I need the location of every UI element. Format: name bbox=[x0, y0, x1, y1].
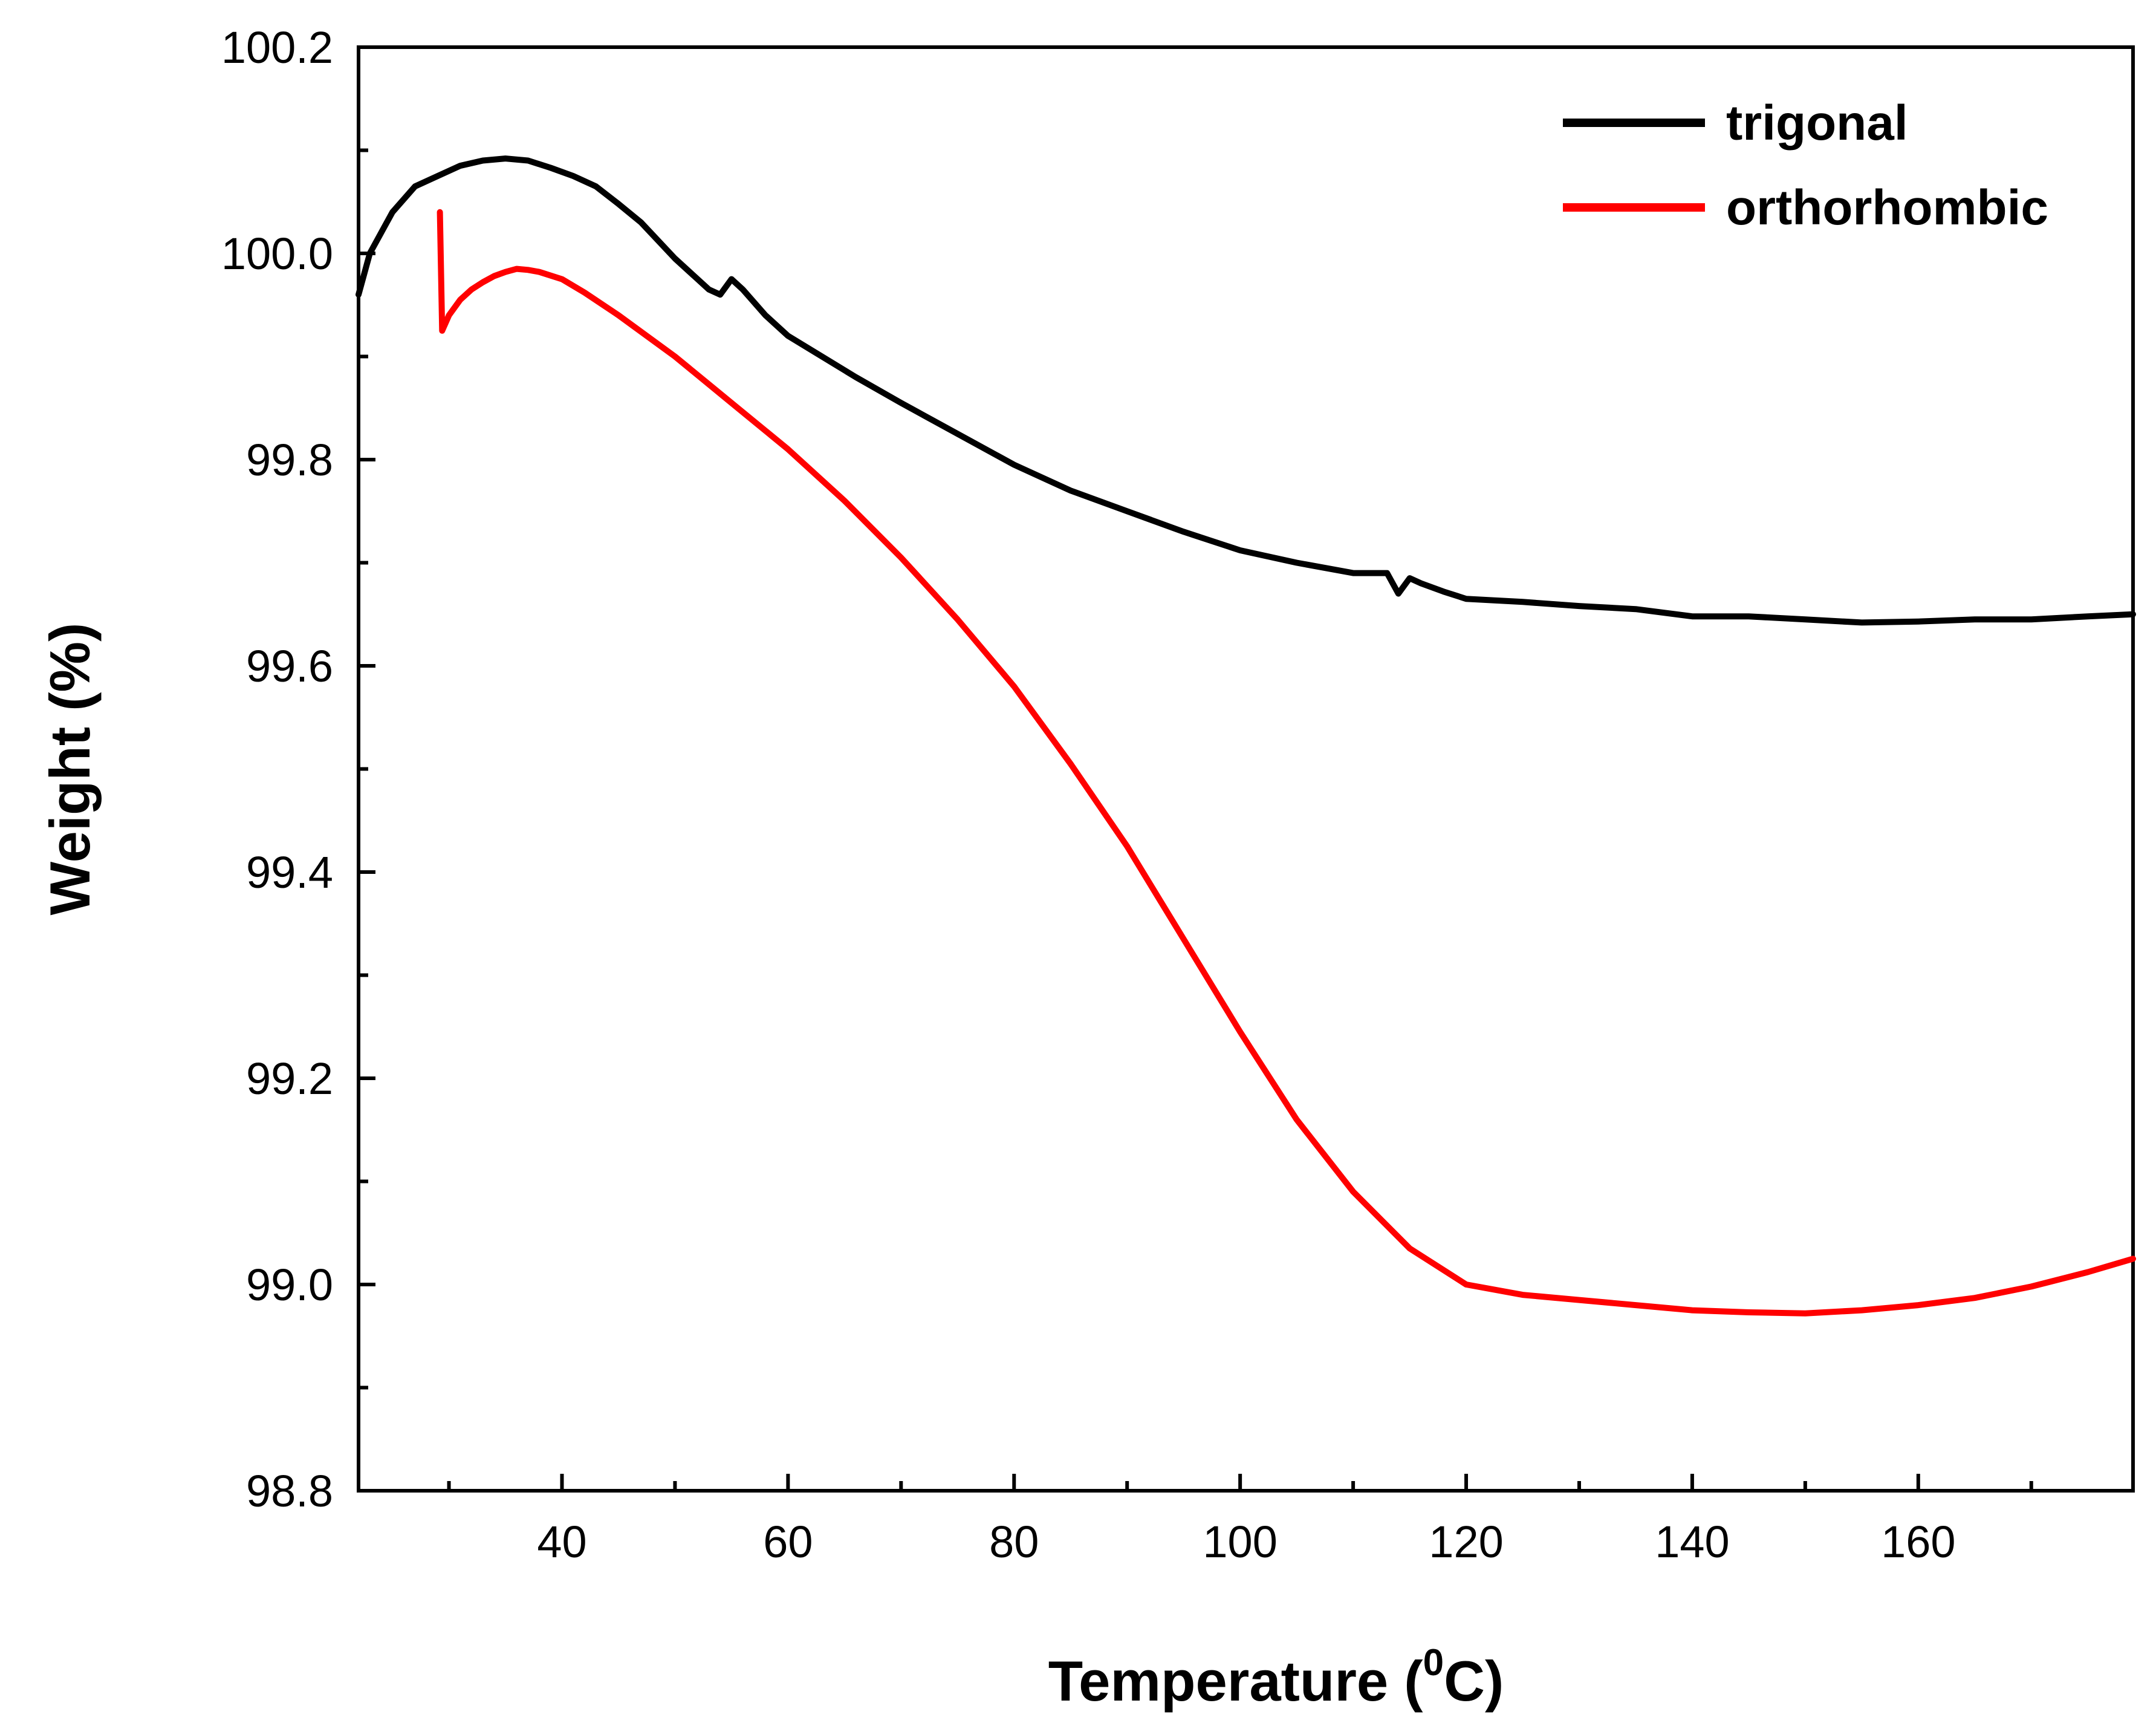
x-axis-title-main: Temperature ( bbox=[1048, 1649, 1424, 1713]
x-tick-label: 120 bbox=[1429, 1517, 1503, 1567]
y-tick-label: 98.8 bbox=[246, 1466, 333, 1516]
legend-label-trigonal: trigonal bbox=[1726, 96, 1908, 151]
y-tick-label: 100.2 bbox=[221, 22, 333, 73]
x-axis-title: Temperature (0C) bbox=[1048, 1642, 1504, 1713]
x-tick-label: 40 bbox=[537, 1517, 586, 1567]
y-tick-label: 99.2 bbox=[246, 1053, 333, 1104]
x-tick-label: 60 bbox=[763, 1517, 813, 1567]
y-tick-label: 99.0 bbox=[246, 1260, 333, 1310]
y-tick-label: 99.4 bbox=[246, 847, 333, 897]
x-tick-label: 140 bbox=[1655, 1517, 1729, 1567]
series-line-orthorhombic bbox=[437, 209, 2136, 1317]
series-line-trigonal bbox=[356, 155, 2136, 626]
x-axis-title-suffix: C) bbox=[1444, 1649, 1504, 1713]
x-tick-label: 160 bbox=[1881, 1517, 1955, 1567]
x-tick-label: 100 bbox=[1203, 1517, 1277, 1567]
y-tick-label: 100.0 bbox=[221, 229, 333, 279]
y-tick-label: 99.6 bbox=[246, 641, 333, 691]
x-tick-label: 80 bbox=[989, 1517, 1039, 1567]
y-tick-label: 99.8 bbox=[246, 435, 333, 485]
y-axis-title: Weight (%) bbox=[38, 623, 102, 916]
x-axis-title-superscript: 0 bbox=[1423, 1642, 1444, 1684]
legend-label-orthorhombic: orthorhombic bbox=[1726, 180, 2048, 235]
